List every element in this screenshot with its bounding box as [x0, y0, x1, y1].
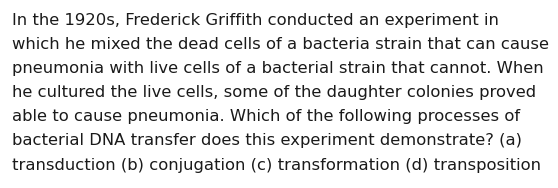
- Text: able to cause pneumonia. Which of the following processes of: able to cause pneumonia. Which of the fo…: [12, 109, 521, 124]
- Text: he cultured the live cells, some of the daughter colonies proved: he cultured the live cells, some of the …: [12, 85, 536, 100]
- Text: In the 1920s, Frederick Griffith conducted an experiment in: In the 1920s, Frederick Griffith conduct…: [12, 13, 499, 28]
- Text: pneumonia with live cells of a bacterial strain that cannot. When: pneumonia with live cells of a bacterial…: [12, 61, 544, 76]
- Text: bacterial DNA transfer does this experiment demonstrate? (a): bacterial DNA transfer does this experim…: [12, 133, 522, 149]
- Text: transduction (b) conjugation (c) transformation (d) transposition: transduction (b) conjugation (c) transfo…: [12, 158, 541, 173]
- Text: which he mixed the dead cells of a bacteria strain that can cause: which he mixed the dead cells of a bacte…: [12, 37, 549, 52]
